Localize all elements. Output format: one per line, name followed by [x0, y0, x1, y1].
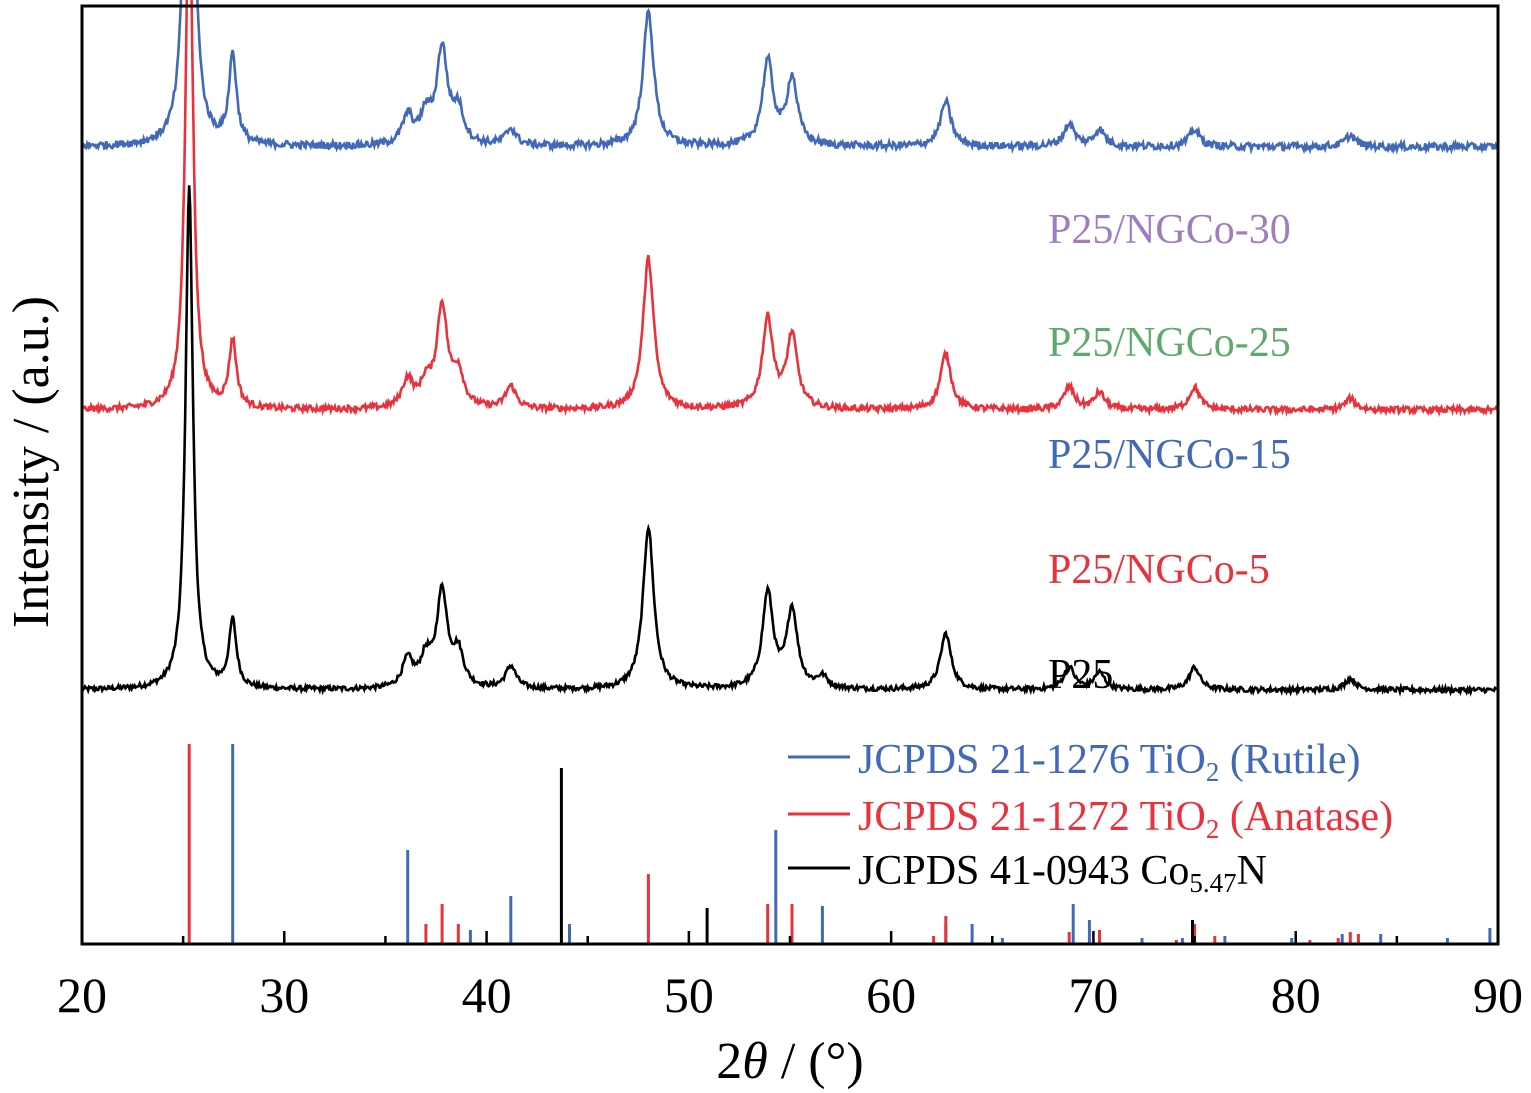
- x-axis-title: 2θ / (°): [716, 1033, 863, 1090]
- x-tick-label: 60: [866, 967, 916, 1023]
- reference-stick-lines: [187, 744, 1492, 944]
- x-tick-label: 40: [462, 967, 512, 1023]
- series-label: P25/NGCo-15: [1048, 432, 1291, 478]
- x-tick-label: 70: [1068, 967, 1118, 1023]
- series-label: P25/NGCo-5: [1048, 547, 1270, 593]
- series-label: P25/NGCo-25: [1048, 320, 1291, 366]
- x-tick-label: 20: [57, 967, 107, 1023]
- series-label: P25: [1048, 652, 1113, 698]
- x-tick-label: 30: [259, 967, 309, 1023]
- x-tick-label: 90: [1473, 967, 1523, 1023]
- legend: JCPDS 21-1276 TiO2 (Rutile) JCPDS 21-127…: [788, 737, 1393, 898]
- diffraction-traces: [80, 0, 1500, 697]
- legend-label-co: JCPDS 41-0943 Co5.47N: [858, 848, 1267, 898]
- trace-labels: P25/NGCo-30 P25/NGCo-25 P25/NGCo-15 P25/…: [1048, 207, 1291, 698]
- series-line: [80, 0, 1499, 418]
- x-tick-label: 80: [1271, 967, 1321, 1023]
- x-axis-ticks: 20 30 40 50 60 70 80 90: [57, 931, 1523, 1023]
- x-tick-label: 50: [664, 967, 714, 1023]
- series-label: P25/NGCo-30: [1048, 207, 1291, 253]
- y-axis-title: Intensity / (a.u.): [3, 296, 60, 628]
- series-line: [80, 185, 1499, 697]
- legend-label-rutile: JCPDS 21-1276 TiO2 (Rutile): [858, 737, 1360, 787]
- legend-label-anatase: JCPDS 21-1272 TiO2 (Anatase): [858, 794, 1393, 844]
- series-line: [81, 0, 1500, 156]
